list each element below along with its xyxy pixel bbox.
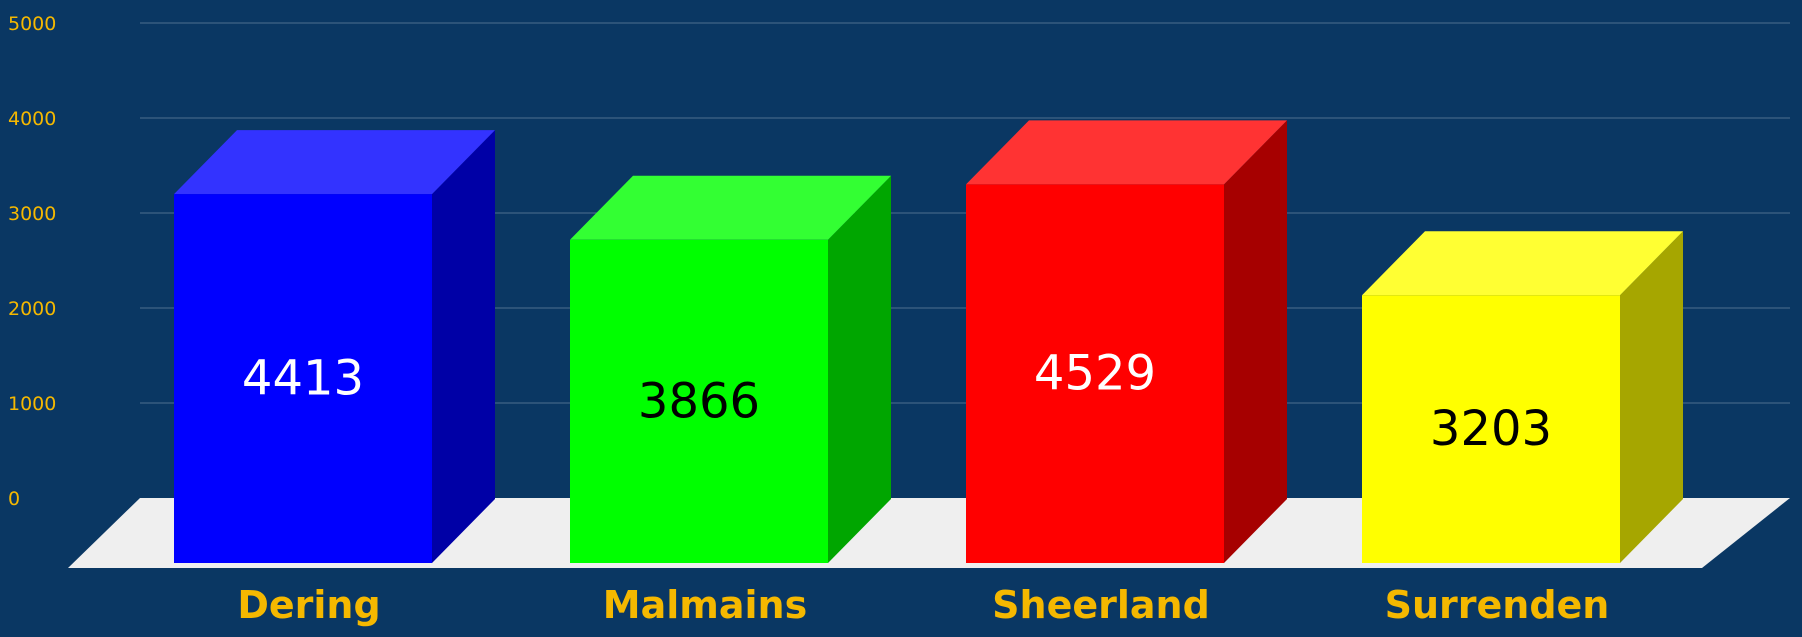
bar-top-face [1362, 231, 1683, 296]
bar-value-label: 4529 [1034, 346, 1156, 402]
x-category-label: Dering [237, 583, 380, 627]
bar-side-face [1224, 120, 1287, 563]
bar-top-face [174, 130, 495, 195]
bar-side-face [828, 175, 891, 563]
bars: 4413 3866 4529 3203 [174, 120, 1683, 564]
bar-sheerland: 4529 [966, 120, 1287, 563]
y-tick-label: 0 [8, 488, 20, 510]
bar-top-face [966, 120, 1287, 185]
bar-front-face [570, 239, 828, 563]
bar-front-face [966, 184, 1224, 563]
bar-front-face [174, 194, 432, 564]
x-category-label: Malmains [603, 583, 807, 627]
bar-value-label: 4413 [242, 351, 364, 407]
y-tick-label: 5000 [8, 13, 56, 35]
bar-surrenden: 3203 [1362, 231, 1683, 564]
bar-malmains: 3866 [570, 175, 891, 563]
bar-dering: 4413 [174, 130, 495, 564]
bar-side-face [1620, 231, 1683, 564]
x-category-label: Surrenden [1385, 583, 1610, 627]
y-tick-label: 4000 [8, 108, 56, 130]
bar-side-face [432, 130, 495, 564]
y-axis-ticks: 0 1000 2000 3000 4000 5000 [8, 13, 56, 510]
x-axis-labels: Dering Malmains Sheerland Surrenden [237, 583, 1609, 627]
y-tick-label: 1000 [8, 393, 56, 415]
y-tick-label: 2000 [8, 298, 56, 320]
chart-floor [68, 498, 1790, 568]
bar-value-label: 3203 [1430, 401, 1552, 457]
x-category-label: Sheerland [992, 583, 1210, 627]
bar-front-face [1362, 295, 1620, 563]
bar-value-label: 3866 [638, 373, 760, 429]
y-tick-label: 3000 [8, 203, 56, 225]
bar-top-face [570, 175, 891, 240]
